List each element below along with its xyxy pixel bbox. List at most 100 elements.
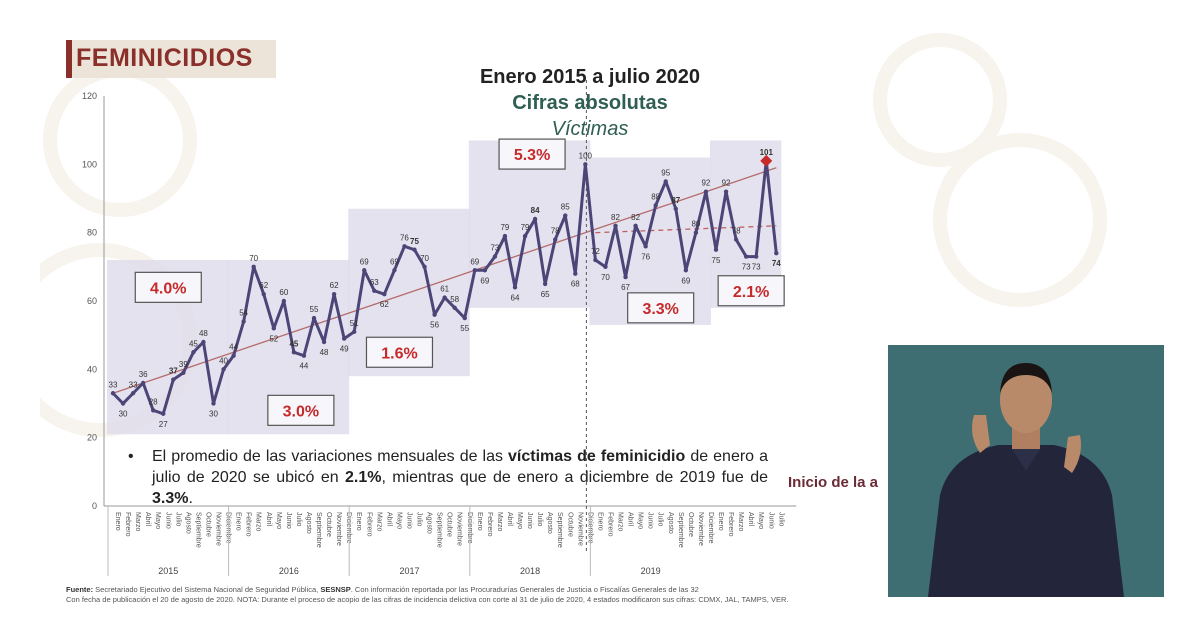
data-label: 70 bbox=[420, 254, 429, 263]
x-month-label: Junio bbox=[164, 512, 171, 529]
variation-label-box bbox=[365, 336, 434, 368]
data-label: 69 bbox=[390, 257, 399, 266]
x-month-label: Marzo bbox=[617, 512, 624, 532]
highlight-point bbox=[760, 154, 773, 167]
data-point bbox=[673, 206, 678, 211]
data-point bbox=[573, 271, 578, 276]
data-label: 27 bbox=[159, 420, 168, 429]
chart-title: Enero 2015 a julio 2020 bbox=[479, 66, 701, 88]
x-month-label: Septiembre bbox=[194, 512, 201, 548]
data-label: 74 bbox=[772, 259, 781, 268]
data-label: 82 bbox=[631, 213, 640, 222]
section-title-box bbox=[66, 40, 276, 78]
data-point bbox=[382, 291, 387, 297]
data-label: 76 bbox=[641, 252, 650, 261]
data-point bbox=[754, 254, 759, 259]
x-month-label: Agosto bbox=[667, 512, 674, 534]
footer-bold: SESNSP bbox=[320, 585, 351, 594]
data-point bbox=[522, 233, 528, 239]
data-point bbox=[603, 264, 608, 270]
summary-part-4: . bbox=[188, 490, 193, 507]
y-tick-label: 100 bbox=[82, 159, 97, 169]
x-month-label: Mayo bbox=[757, 512, 764, 529]
x-month-label: Enero bbox=[355, 512, 362, 531]
data-point bbox=[221, 367, 226, 372]
source-footer: Fuente: Secretariado Ejecutivo del Siste… bbox=[66, 585, 1066, 605]
x-month-label: Febrero bbox=[245, 512, 252, 537]
data-point bbox=[723, 189, 729, 194]
summary-bold-3: 3.3% bbox=[152, 490, 189, 507]
x-month-label: Octubre bbox=[566, 512, 573, 537]
data-point bbox=[281, 298, 287, 304]
x-month-label: Septiembre bbox=[677, 512, 684, 548]
variation-label-box bbox=[134, 271, 202, 303]
data-point bbox=[623, 274, 628, 280]
data-label: 48 bbox=[199, 329, 208, 338]
data-label: 54 bbox=[239, 309, 248, 318]
x-month-label: Octubre bbox=[687, 512, 694, 537]
data-point bbox=[271, 326, 276, 331]
data-label: 67 bbox=[621, 283, 630, 292]
x-month-label: Enero bbox=[114, 512, 121, 531]
data-point bbox=[372, 288, 377, 293]
data-point bbox=[231, 353, 236, 358]
data-point bbox=[693, 230, 699, 235]
x-month-label: Septiembre bbox=[315, 512, 322, 548]
x-month-label: Abril bbox=[627, 512, 634, 526]
data-label: 79 bbox=[500, 223, 509, 232]
footer-text-1: Secretariado Ejecutivo del Sistema Nacio… bbox=[93, 585, 321, 594]
data-point bbox=[412, 247, 417, 252]
x-month-label: Marzo bbox=[496, 512, 503, 532]
data-point bbox=[472, 268, 477, 273]
data-point bbox=[502, 233, 508, 239]
data-label: 62 bbox=[380, 300, 389, 309]
data-point bbox=[774, 250, 779, 256]
x-month-label: Agosto bbox=[184, 512, 191, 534]
data-label: 55 bbox=[460, 324, 469, 333]
data-label: 63 bbox=[370, 278, 379, 287]
data-point bbox=[593, 257, 598, 263]
data-label: 30 bbox=[119, 410, 128, 419]
y-tick-label: 120 bbox=[82, 91, 97, 101]
summary-part-1: El promedio de las variaciones mensuales… bbox=[152, 448, 509, 465]
sign-language-interpreter-video bbox=[888, 345, 1164, 597]
data-point bbox=[432, 312, 437, 317]
x-month-label: Noviembre bbox=[576, 512, 583, 546]
summary-bullet: • El promedio de las variaciones mensual… bbox=[128, 446, 768, 509]
data-point bbox=[563, 213, 568, 218]
data-label: 68 bbox=[571, 280, 580, 289]
summary-bold-2: 2.1% bbox=[344, 469, 382, 486]
data-label: 49 bbox=[340, 345, 349, 354]
data-point bbox=[683, 268, 689, 273]
data-point bbox=[352, 329, 357, 334]
data-label: 51 bbox=[350, 319, 359, 328]
data-label: 70 bbox=[601, 273, 610, 282]
data-label: 44 bbox=[229, 343, 238, 352]
data-point bbox=[151, 408, 156, 413]
inicio-annotation: Inicio de la a bbox=[788, 474, 879, 491]
y-tick-label: 80 bbox=[87, 228, 97, 238]
data-point bbox=[512, 285, 518, 290]
x-month-label: Febrero bbox=[486, 512, 493, 537]
x-month-label: Julio bbox=[416, 512, 423, 527]
data-label: 100 bbox=[579, 151, 593, 160]
data-label: 48 bbox=[320, 348, 329, 357]
data-label: 55 bbox=[310, 305, 319, 314]
data-label: 45 bbox=[289, 339, 298, 348]
data-point bbox=[392, 268, 397, 273]
x-year-label: 2019 bbox=[641, 566, 661, 576]
data-point bbox=[130, 391, 136, 396]
data-label: 61 bbox=[440, 285, 449, 294]
x-month-label: Mayo bbox=[275, 512, 282, 529]
data-label: 69 bbox=[360, 257, 369, 266]
data-point bbox=[402, 244, 407, 249]
variation-label: 3.0% bbox=[283, 403, 319, 420]
data-label: 33 bbox=[109, 380, 118, 389]
y-tick-label: 60 bbox=[87, 296, 97, 306]
x-month-label: Febrero bbox=[606, 512, 613, 537]
data-point bbox=[291, 350, 297, 355]
x-month-label: Mayo bbox=[637, 512, 644, 529]
data-point bbox=[542, 281, 548, 287]
data-point bbox=[462, 315, 467, 321]
data-label: 65 bbox=[541, 290, 550, 299]
